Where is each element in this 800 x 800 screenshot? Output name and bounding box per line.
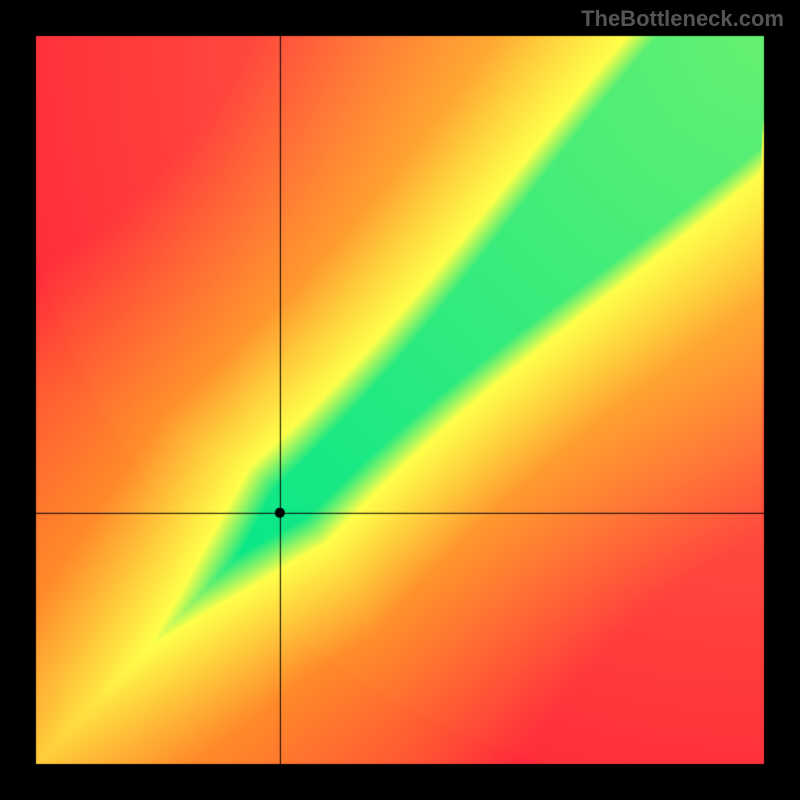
heatmap-canvas: [0, 0, 800, 800]
watermark: TheBottleneck.com: [581, 6, 784, 32]
